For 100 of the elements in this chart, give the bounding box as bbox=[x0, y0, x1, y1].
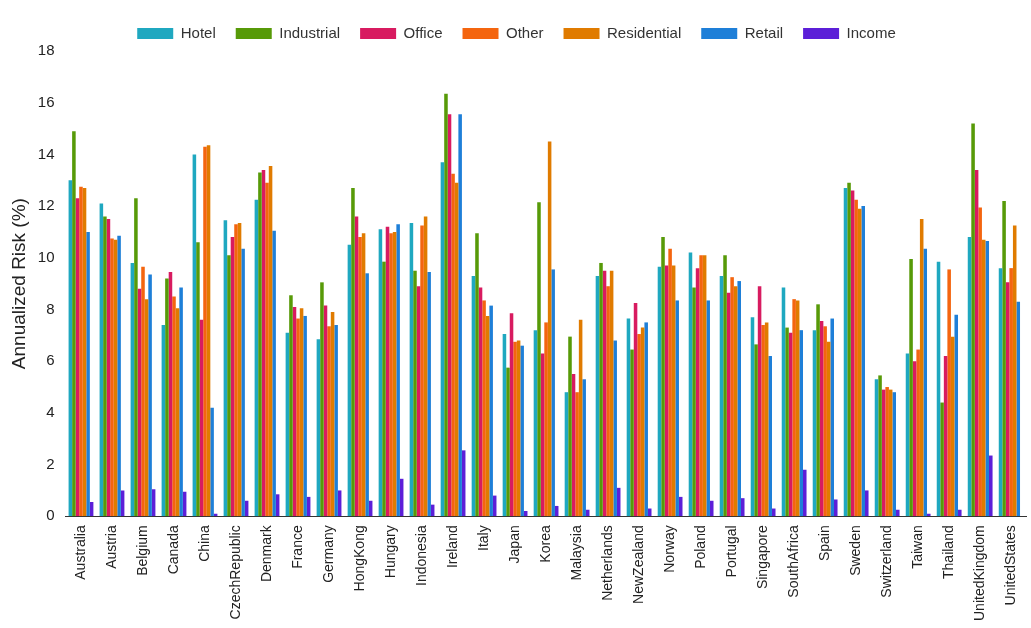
bar bbox=[196, 242, 200, 517]
bar bbox=[940, 402, 944, 517]
bar bbox=[730, 277, 734, 517]
bar bbox=[327, 326, 331, 517]
x-tick-label: Italy bbox=[474, 525, 491, 551]
bar bbox=[575, 392, 579, 517]
y-axis-title: Annualized Risk (%) bbox=[7, 198, 29, 370]
bar bbox=[761, 325, 765, 517]
bar bbox=[241, 248, 245, 517]
bar bbox=[258, 172, 262, 517]
bar bbox=[351, 188, 355, 517]
bar bbox=[985, 240, 990, 517]
y-tick-label: 18 bbox=[37, 41, 55, 59]
bar bbox=[210, 407, 214, 517]
bar bbox=[958, 509, 962, 517]
bar bbox=[79, 186, 83, 517]
bar bbox=[737, 281, 741, 517]
bar bbox=[179, 287, 183, 517]
x-tick-label: NewZealand bbox=[629, 525, 646, 604]
bar bbox=[692, 287, 696, 517]
legend-label: Hotel bbox=[180, 23, 216, 41]
x-tick-label: Korea bbox=[536, 525, 553, 563]
bar bbox=[475, 233, 479, 517]
bar bbox=[802, 469, 807, 517]
bar bbox=[265, 182, 269, 517]
bar bbox=[389, 233, 393, 517]
legend-label: Other bbox=[506, 23, 544, 41]
bar bbox=[537, 202, 541, 517]
bar bbox=[396, 224, 400, 517]
bar bbox=[148, 274, 152, 517]
legend-label: Office bbox=[403, 23, 443, 41]
legend-label: Income bbox=[846, 23, 896, 41]
bar bbox=[792, 299, 796, 517]
bar bbox=[799, 330, 803, 517]
bar bbox=[413, 270, 417, 517]
bar bbox=[637, 334, 641, 517]
bar bbox=[110, 238, 114, 517]
bar bbox=[72, 131, 76, 517]
bar bbox=[272, 230, 276, 517]
bar bbox=[382, 261, 386, 517]
bar bbox=[723, 255, 727, 517]
bar bbox=[420, 225, 424, 517]
bar bbox=[754, 344, 758, 517]
y-tick-label: 10 bbox=[37, 247, 55, 265]
x-tick-label: Japan bbox=[505, 525, 522, 564]
bar bbox=[661, 237, 665, 517]
bar bbox=[954, 314, 959, 517]
bar bbox=[296, 318, 300, 517]
bar bbox=[227, 255, 231, 517]
bar bbox=[678, 496, 683, 517]
x-tick-label: Thailand bbox=[940, 525, 957, 579]
bar bbox=[1016, 301, 1021, 517]
bar bbox=[699, 255, 703, 517]
y-tick-label: 6 bbox=[46, 351, 55, 369]
y-tick-label: 2 bbox=[46, 454, 55, 472]
x-tick-label: HongKong bbox=[350, 525, 367, 592]
x-tick-label: UnitedKingdom bbox=[971, 525, 988, 622]
bar bbox=[833, 499, 838, 517]
bar bbox=[971, 123, 975, 517]
bar bbox=[916, 349, 920, 517]
bar bbox=[823, 326, 827, 517]
bar bbox=[568, 336, 572, 517]
x-tick-label: Singapore bbox=[753, 525, 770, 590]
bar bbox=[203, 146, 207, 517]
bar bbox=[582, 379, 586, 517]
x-tick-label: Portugal bbox=[722, 525, 739, 578]
x-tick-label: Australia bbox=[71, 525, 88, 580]
bar bbox=[865, 490, 869, 517]
bar bbox=[606, 286, 610, 517]
y-tick-label: 8 bbox=[46, 299, 55, 317]
bar bbox=[675, 300, 679, 517]
bar bbox=[644, 322, 648, 517]
bar bbox=[303, 315, 307, 517]
bar bbox=[1002, 200, 1006, 517]
bar bbox=[520, 345, 524, 517]
legend-label: Residential bbox=[607, 23, 682, 41]
bar bbox=[117, 235, 121, 517]
x-tick-label: Ireland bbox=[443, 525, 460, 569]
bar bbox=[489, 305, 493, 517]
bar bbox=[816, 304, 820, 517]
x-tick-label: Hungary bbox=[381, 525, 398, 579]
x-tick-label: Canada bbox=[164, 525, 181, 575]
x-tick-label: Denmark bbox=[257, 524, 274, 583]
bar bbox=[444, 93, 448, 517]
x-tick-label: CzechRepublic bbox=[226, 525, 243, 620]
x-tick-label: Belgium bbox=[133, 525, 150, 576]
x-tick-label: Indonesia bbox=[412, 525, 429, 586]
bar bbox=[1009, 268, 1013, 517]
bar bbox=[706, 300, 710, 517]
x-tick-label: Poland bbox=[691, 525, 708, 569]
bar bbox=[892, 392, 896, 517]
bar bbox=[847, 182, 851, 517]
bar bbox=[551, 269, 555, 517]
bar bbox=[909, 259, 913, 517]
bar bbox=[320, 282, 324, 517]
bar bbox=[854, 199, 858, 517]
bar bbox=[947, 269, 951, 517]
x-tick-label: Norway bbox=[660, 525, 677, 573]
bar bbox=[830, 318, 834, 517]
bar bbox=[141, 266, 145, 517]
